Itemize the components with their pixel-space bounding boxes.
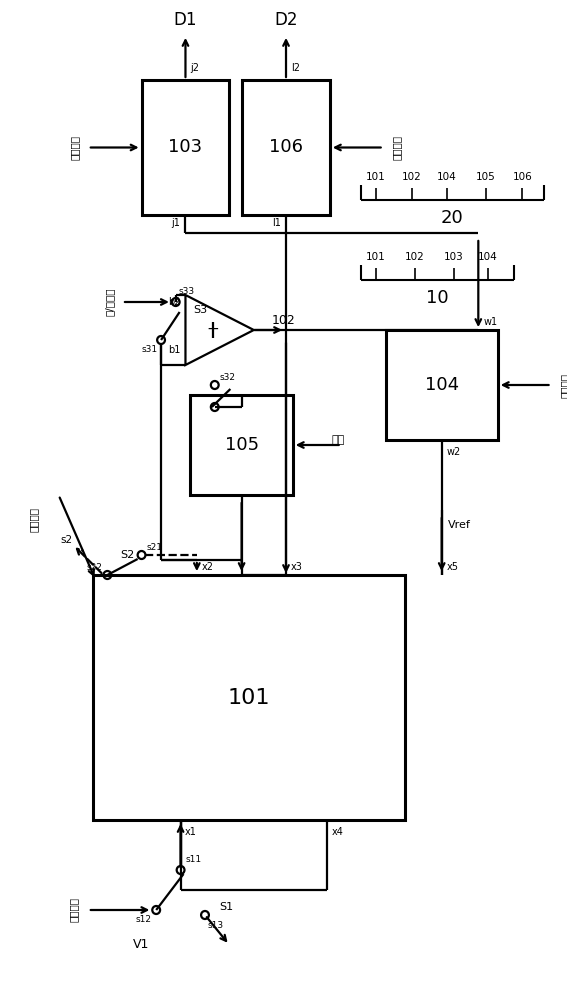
Text: x4: x4 bbox=[332, 827, 344, 837]
Text: 102: 102 bbox=[272, 314, 295, 326]
Text: 10: 10 bbox=[426, 289, 449, 307]
Text: 20: 20 bbox=[441, 209, 464, 227]
Text: 复位信号: 复位信号 bbox=[559, 372, 567, 397]
Text: l2: l2 bbox=[291, 63, 300, 73]
Text: s11: s11 bbox=[185, 856, 202, 864]
Text: 复位信号: 复位信号 bbox=[391, 135, 401, 160]
Bar bbox=[242, 80, 330, 215]
Text: b1: b1 bbox=[168, 345, 180, 355]
Text: 101: 101 bbox=[366, 252, 386, 262]
Text: s33: s33 bbox=[179, 288, 194, 296]
Text: 101: 101 bbox=[228, 688, 270, 708]
Text: 复位信号: 复位信号 bbox=[29, 508, 39, 532]
Text: j2: j2 bbox=[191, 63, 200, 73]
Text: 105: 105 bbox=[225, 436, 259, 454]
Text: 102: 102 bbox=[405, 252, 425, 262]
Text: 复位信号: 复位信号 bbox=[70, 135, 80, 160]
Text: x3: x3 bbox=[291, 562, 303, 572]
Text: S3: S3 bbox=[193, 305, 208, 315]
Text: 105: 105 bbox=[476, 172, 496, 182]
Text: S1: S1 bbox=[219, 902, 234, 912]
Text: 复位: 复位 bbox=[332, 435, 345, 445]
Text: s2: s2 bbox=[61, 535, 73, 545]
Text: x2: x2 bbox=[202, 562, 214, 572]
Text: 106: 106 bbox=[513, 172, 532, 182]
Text: 103: 103 bbox=[168, 138, 202, 156]
Text: s12: s12 bbox=[136, 916, 151, 924]
Text: b2: b2 bbox=[168, 297, 180, 307]
Bar bbox=[142, 80, 230, 215]
Text: s22: s22 bbox=[87, 562, 103, 572]
Text: w1: w1 bbox=[483, 317, 497, 327]
Text: x5: x5 bbox=[447, 562, 459, 572]
Text: 102: 102 bbox=[402, 172, 422, 182]
Text: s31: s31 bbox=[142, 346, 158, 355]
Bar bbox=[93, 575, 405, 820]
Text: l1: l1 bbox=[272, 218, 281, 228]
Text: +: + bbox=[206, 322, 219, 338]
Text: Vref: Vref bbox=[447, 520, 471, 530]
Text: x1: x1 bbox=[184, 827, 196, 837]
Text: s21: s21 bbox=[146, 542, 162, 552]
Text: D1: D1 bbox=[174, 11, 197, 29]
Text: 粗/精量化: 粗/精量化 bbox=[104, 288, 115, 316]
Text: 104: 104 bbox=[425, 376, 459, 394]
Text: 104: 104 bbox=[478, 252, 498, 262]
Text: S2: S2 bbox=[120, 550, 134, 560]
Text: V1: V1 bbox=[133, 938, 150, 952]
Text: s13: s13 bbox=[208, 920, 224, 930]
Text: s32: s32 bbox=[219, 372, 236, 381]
Text: 103: 103 bbox=[444, 252, 464, 262]
Text: w2: w2 bbox=[447, 447, 461, 457]
Text: D2: D2 bbox=[274, 11, 298, 29]
Text: j1: j1 bbox=[172, 218, 180, 228]
Text: 104: 104 bbox=[437, 172, 457, 182]
Text: 106: 106 bbox=[269, 138, 303, 156]
Text: 复位信号: 复位信号 bbox=[68, 898, 78, 922]
Bar bbox=[191, 395, 293, 495]
Text: 101: 101 bbox=[366, 172, 386, 182]
Bar bbox=[386, 330, 498, 440]
